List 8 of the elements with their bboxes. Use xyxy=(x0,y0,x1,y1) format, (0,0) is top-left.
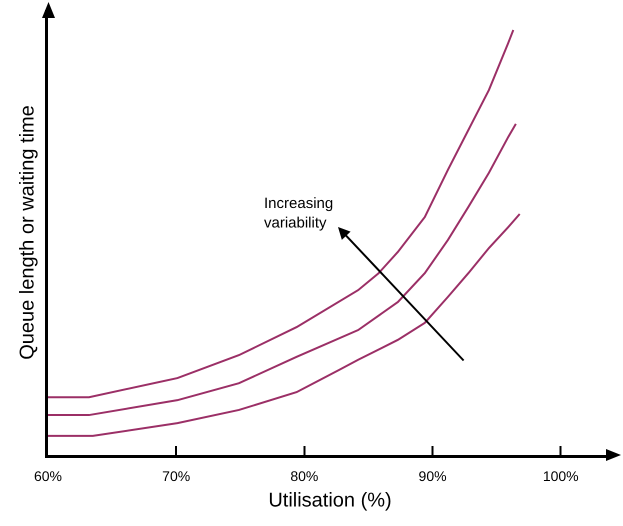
x-tick-label: 90% xyxy=(418,468,447,484)
x-tick-label: 70% xyxy=(162,468,190,484)
x-tick-label: 80% xyxy=(290,468,318,484)
x-axis-title: Utilisation (%) xyxy=(268,489,392,512)
annotation: Increasing variability xyxy=(264,195,334,232)
x-tick-label: 60% xyxy=(34,468,62,484)
y-axis-title: Queue length or waiting time xyxy=(16,105,38,360)
x-tick-label: 100% xyxy=(542,468,579,484)
